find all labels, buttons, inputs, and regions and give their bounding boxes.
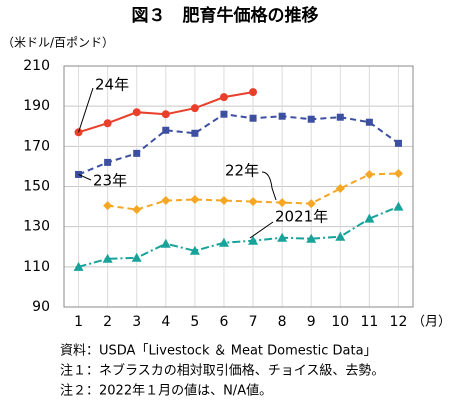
x-tick-label: 7	[249, 314, 258, 330]
marker	[393, 201, 404, 211]
x-tick-label: 2	[103, 314, 112, 330]
annotation-leader	[78, 173, 92, 181]
marker	[161, 110, 170, 119]
series-label: 23年	[93, 172, 127, 190]
marker	[162, 126, 170, 134]
annotation-leader	[261, 171, 277, 201]
marker	[306, 233, 317, 243]
y-tick-label: 170	[23, 138, 50, 154]
y-tick-label: 110	[23, 259, 50, 275]
note: 注２：2022年１月の値は、N/A値。	[60, 383, 272, 399]
marker	[160, 238, 171, 248]
note: 資料：USDA「Livestock ＆ Meat Domestic Data」	[60, 344, 377, 359]
marker	[103, 119, 112, 128]
marker	[364, 213, 375, 223]
x-tick-label: 3	[132, 314, 141, 330]
x-tick-label: 12	[390, 314, 408, 330]
marker	[365, 118, 373, 126]
marker	[104, 158, 112, 166]
series-label: 2021年	[275, 208, 328, 226]
marker	[249, 114, 257, 122]
marker	[73, 261, 84, 271]
marker	[394, 139, 402, 147]
marker	[132, 108, 141, 117]
marker	[190, 104, 199, 113]
series-label: 24年	[95, 76, 129, 94]
marker	[133, 149, 141, 157]
y-tick-label: 90	[32, 299, 50, 315]
marker	[249, 88, 258, 97]
marker	[364, 169, 374, 179]
marker	[219, 196, 229, 206]
marker	[277, 232, 288, 242]
marker	[248, 197, 258, 207]
marker	[307, 115, 315, 123]
x-tick-label: 5	[190, 314, 199, 330]
x-tick-label: 9	[307, 314, 316, 330]
marker	[161, 196, 171, 206]
annotation-leader	[249, 221, 274, 239]
marker	[335, 231, 346, 241]
plot-frame	[63, 65, 414, 308]
x-tick-label: 10	[331, 314, 349, 330]
marker	[131, 252, 142, 262]
x-axis-label: （月）	[412, 315, 450, 330]
marker	[277, 198, 287, 208]
y-tick-label: 210	[23, 58, 50, 74]
annotation-leader	[78, 87, 94, 133]
x-tick-label: 11	[360, 314, 378, 330]
marker	[189, 245, 200, 255]
marker	[336, 113, 344, 121]
x-tick-label: 6	[219, 314, 228, 330]
x-tick-label: 1	[74, 314, 83, 330]
marker	[393, 168, 403, 178]
y-tick-label: 130	[23, 219, 50, 235]
y-axis-label: （米ドル/百ポンド）	[2, 36, 114, 50]
marker	[335, 184, 345, 194]
x-tick-label: 4	[161, 314, 170, 330]
series-line	[78, 205, 399, 268]
marker	[220, 110, 228, 118]
marker	[190, 195, 200, 205]
marker	[306, 199, 316, 209]
marker	[103, 201, 113, 211]
chart-title: 図３ 肥育牛価格の推移	[132, 5, 319, 26]
x-tick-label: 8	[278, 314, 287, 330]
y-tick-label: 190	[23, 98, 50, 114]
series-label: 22年	[225, 162, 259, 180]
marker	[219, 93, 228, 102]
marker	[278, 112, 286, 120]
note: 注１：ネブラスカの相対取引価格、チョイス級、去勢。	[60, 363, 384, 379]
marker	[102, 253, 113, 263]
series-line	[78, 113, 400, 176]
marker	[248, 235, 259, 245]
y-tick-label: 150	[23, 179, 50, 195]
marker	[218, 237, 229, 247]
marker	[191, 129, 199, 137]
marker	[132, 205, 142, 215]
